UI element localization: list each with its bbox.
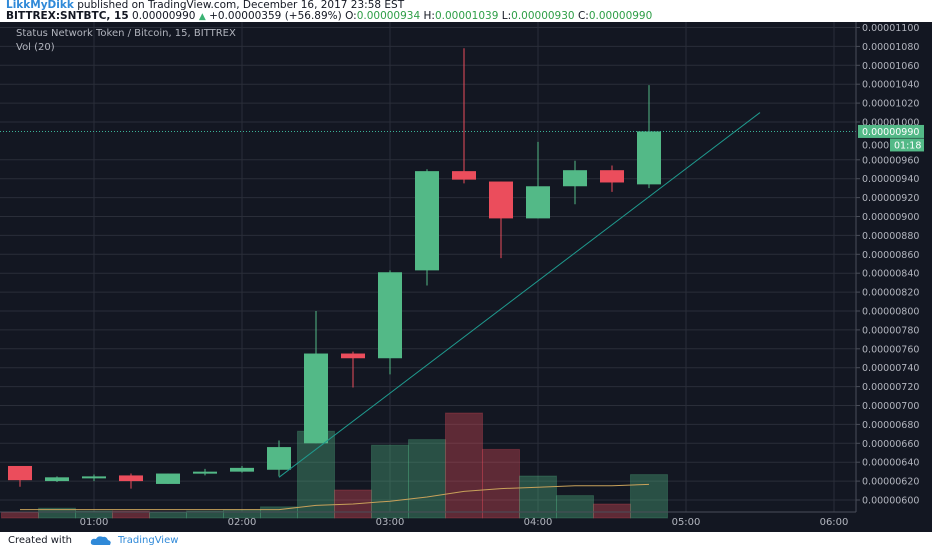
author-link[interactable]: LikkMyDikk [6, 0, 74, 11]
volume-bar [75, 510, 113, 519]
price-tick-label: 0.00000760 [862, 344, 919, 355]
time-tick-label: 06:00 [820, 517, 849, 528]
price-tick-label: 0.00001100 [862, 23, 919, 34]
volume-bar [482, 448, 520, 519]
countdown-badge-text: 01:18 [894, 140, 921, 151]
volume-bar [38, 507, 76, 519]
candle-body [230, 467, 254, 472]
price-tick-label: 0.00000880 [862, 231, 919, 242]
price-badge-text: 0.00000990 [862, 127, 919, 138]
close-label: C: [577, 10, 589, 22]
symbol-label: BITTREX:SNTBTC, 15 [6, 10, 129, 22]
price-tick-label: 0.00000740 [862, 363, 919, 374]
price-tick-label: 0.00000800 [862, 307, 919, 318]
candle-body [600, 170, 624, 183]
time-tick-label: 04:00 [524, 517, 553, 528]
price-tick-label: 0.00001040 [862, 80, 919, 91]
footer: Created with TradingView [0, 532, 932, 550]
up-triangle-icon: ▲ [198, 12, 206, 22]
price-tick-label: 0.00000620 [862, 477, 919, 488]
tradingview-brand[interactable]: TradingView [118, 535, 179, 546]
price-tick-label: 0.00000720 [862, 382, 919, 393]
candle-body [452, 171, 476, 180]
chart-background [0, 22, 932, 532]
price-tick-label: 0.00000920 [862, 193, 919, 204]
volume-bar [519, 475, 557, 519]
low-value: 0.00000930 [511, 10, 575, 22]
volume-bar [408, 439, 446, 519]
tradingview-cloud-icon [90, 535, 112, 550]
price-tick-label: 0.00000660 [862, 439, 919, 450]
price-tick-label: 0.00000700 [862, 401, 919, 412]
candle-body [8, 465, 32, 481]
volume-bar [371, 444, 409, 519]
price-tick-label: 0.00001080 [862, 42, 919, 53]
volume-bar [149, 511, 187, 519]
price-tick-label: 0.00000640 [862, 458, 919, 469]
open-value: 0.00000934 [356, 10, 421, 22]
volume-bar [112, 510, 150, 519]
created-with-label: Created with [8, 535, 72, 546]
volume-bar [556, 495, 594, 519]
chart-area[interactable]: 0.00000600 0.00000620 0.00000640 0.00000660… [0, 22, 932, 532]
price-tick-label: 0.00000600 [862, 496, 919, 507]
trendline [278, 112, 761, 478]
chart-title: Status Network Token / Bitcoin, 15, BITT… [16, 28, 236, 39]
price-tick-label: 0.00000680 [862, 420, 919, 431]
candlestick-chart[interactable]: 0.00000600 0.00000620 0.00000640 0.00000660… [0, 22, 932, 532]
open-label: O: [345, 10, 357, 22]
price-tick-label: 0.00001020 [862, 99, 919, 110]
volume-bar [445, 412, 483, 519]
candle-body [415, 171, 439, 271]
time-tick-label: 03:00 [376, 517, 405, 528]
price-tick-label: 0.00000940 [862, 174, 919, 185]
candle-body [119, 475, 143, 482]
low-label: L: [501, 10, 512, 22]
price-tick-label: 0.00001000 [862, 118, 919, 129]
countdown-badge [890, 138, 924, 152]
price-badge [858, 124, 924, 138]
price-tick-label: 0.00000960 [862, 155, 919, 166]
candle-body [341, 353, 365, 359]
price-tick-label: 0.00000840 [862, 269, 919, 280]
candle-body [526, 186, 550, 219]
price-change: +0.00000359 (+56.89%) [209, 10, 342, 22]
price-tick-label: 0.00000780 [862, 325, 919, 336]
time-tick-label: 05:00 [672, 517, 701, 528]
candle-body [193, 471, 217, 474]
candle-body [637, 131, 661, 185]
candle-body [489, 181, 513, 219]
candle-body [45, 477, 69, 482]
volume-indicator-label[interactable]: Vol (20) [16, 42, 55, 53]
time-tick-label: 01:00 [80, 517, 109, 528]
time-tick-label: 02:00 [228, 517, 257, 528]
candle-body [563, 170, 587, 187]
high-value: 0.00001039 [434, 10, 499, 22]
volume-bar [297, 430, 335, 519]
last-price: 0.00000990 [132, 10, 196, 22]
chart-header: LikkMyDikk published on TradingView.com,… [0, 0, 932, 22]
volume-bar [1, 511, 39, 519]
close-value: 0.00000990 [588, 10, 653, 22]
candle-body [304, 353, 328, 444]
candle-body [378, 272, 402, 359]
publish-info: published on TradingView.com, December 1… [77, 0, 405, 11]
volume-bar [630, 474, 668, 519]
price-tick-label: 0.00000860 [862, 250, 919, 261]
price-tick-label: 0.00000900 [862, 212, 919, 223]
candle-body [267, 447, 291, 470]
price-tick-label: 0.00001060 [862, 61, 919, 72]
high-label: H: [423, 10, 435, 22]
candle-body [156, 473, 180, 484]
volume-bar [186, 510, 224, 519]
volume-bar [593, 503, 631, 519]
price-partial-text: 0.000 [862, 140, 889, 151]
candle-body [82, 476, 106, 479]
publish-line: LikkMyDikk published on TradingView.com,… [6, 0, 404, 11]
volume-ma-line [20, 483, 650, 511]
ohlc-line: BITTREX:SNTBTC, 15 0.00000990 ▲ +0.00000… [6, 10, 653, 23]
price-tick-label: 0.00000820 [862, 288, 919, 299]
